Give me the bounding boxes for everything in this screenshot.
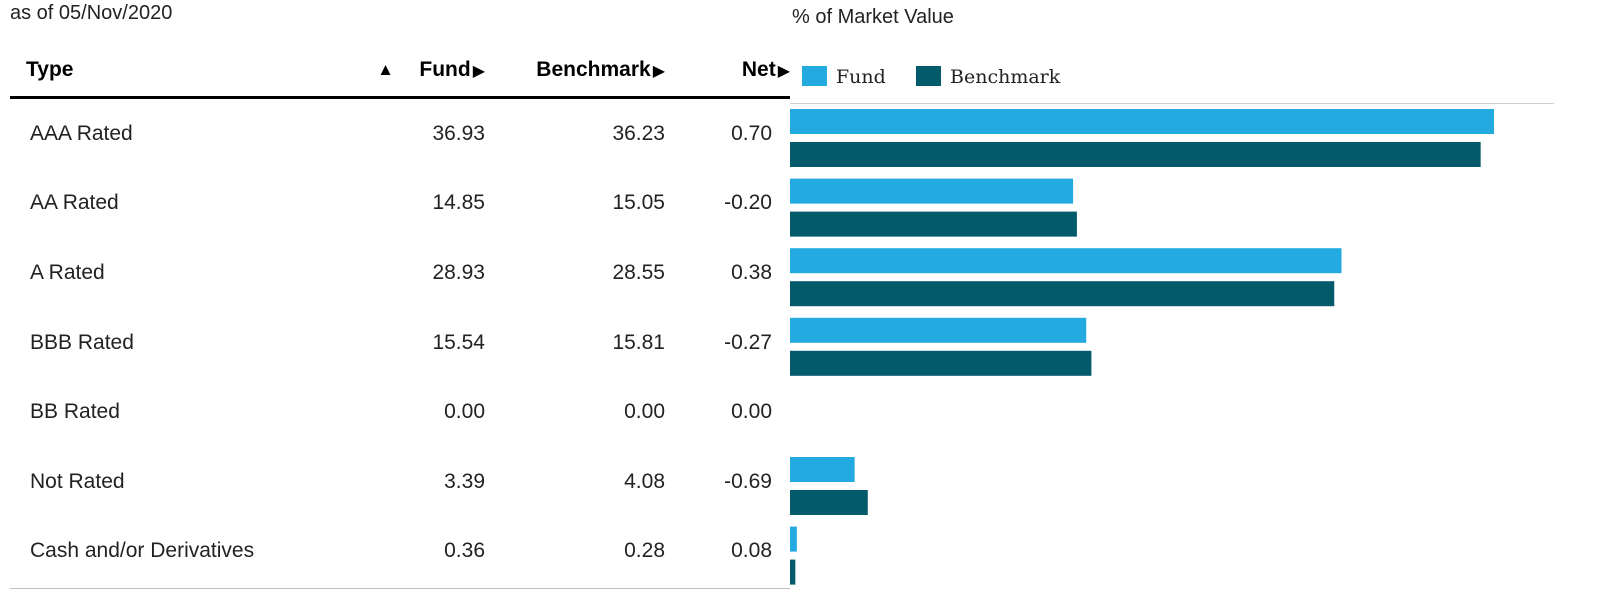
table-row: AA Rated 14.85 15.05 -0.20 (10, 169, 790, 239)
net-header-label: Net (741, 58, 776, 81)
table-row: Cash and/or Derivatives 0.36 0.28 0.08 (10, 517, 790, 587)
fund-arrow-icon: ▶ (472, 63, 485, 80)
row-type-cell: AAA Rated (30, 121, 133, 145)
type-column-header[interactable]: Type ▲ (10, 44, 400, 99)
table-header-row: Type ▲ Fund ▶ Benchmark ▶ Net ▶ (10, 44, 790, 99)
table-row: Not Rated 3.39 4.08 -0.69 (10, 447, 790, 517)
row-net-cell: -0.27 (724, 330, 772, 354)
table-row: BB Rated 0.00 0.00 0.00 (10, 377, 790, 447)
row-type-cell: AA Rated (30, 191, 119, 215)
row-fund-cell: 14.85 (432, 191, 485, 215)
net-column-header[interactable]: Net ▶ (665, 44, 790, 99)
legend-swatch-benchmark (916, 66, 941, 86)
legend-label-fund: Fund (836, 66, 886, 88)
row-benchmark-cell: 0.28 (624, 539, 665, 563)
row-fund-cell: 3.39 (444, 469, 485, 493)
table-bottom-divider (10, 588, 790, 589)
row-benchmark-cell: 4.08 (624, 469, 665, 493)
row-type-cell: Not Rated (30, 469, 125, 493)
table-row: AAA Rated 36.93 36.23 0.70 (10, 98, 790, 169)
row-benchmark-cell: 15.81 (612, 330, 665, 354)
benchmark-header-label: Benchmark (536, 58, 651, 81)
row-fund-cell: 0.00 (444, 400, 485, 424)
type-header-label: Type (26, 58, 74, 81)
fund-column-header[interactable]: Fund ▶ (400, 44, 485, 99)
bar-benchmark-aaa-rated (790, 142, 1481, 167)
chart-title: % of Market Value (792, 6, 954, 28)
row-net-cell: 0.00 (731, 400, 772, 424)
row-fund-cell: 28.93 (432, 260, 485, 284)
row-net-cell: 0.08 (731, 539, 772, 563)
bar-benchmark-aa-rated (790, 211, 1077, 237)
bar-benchmark-a-rated (790, 281, 1335, 307)
bar-fund-not-rated (790, 457, 855, 482)
row-type-cell: BB Rated (30, 400, 120, 424)
bar-benchmark-not-rated (790, 490, 868, 515)
bar-fund-aaa-rated (790, 109, 1494, 134)
legend-swatch-fund (802, 66, 827, 86)
sort-ascending-icon[interactable]: ▲ (377, 60, 394, 79)
row-type-cell: Cash and/or Derivatives (30, 539, 255, 563)
row-benchmark-cell: 15.05 (612, 191, 665, 215)
legend-label-benchmark: Benchmark (950, 66, 1061, 88)
row-net-cell: 0.38 (731, 260, 772, 284)
as-of-date: as of 05/Nov/2020 (10, 2, 173, 24)
row-fund-cell: 15.54 (432, 330, 485, 354)
row-fund-cell: 36.93 (432, 121, 485, 145)
row-net-cell: -0.69 (724, 469, 772, 493)
row-type-cell: BBB Rated (30, 330, 134, 354)
allocation-table: Type ▲ Fund ▶ Benchmark ▶ Net ▶ AAA Rated 36… (10, 44, 790, 586)
bar-fund-aa-rated (790, 178, 1074, 204)
legend-divider (790, 103, 1554, 104)
row-benchmark-cell: 28.55 (612, 260, 665, 284)
row-net-cell: 0.70 (731, 121, 772, 145)
bar-benchmark-bbb-rated (790, 350, 1092, 376)
table-row: A Rated 28.93 28.55 0.38 (10, 238, 790, 308)
bar-fund-cash-and-or-derivatives (790, 526, 797, 552)
row-type-cell: A Rated (30, 260, 105, 284)
row-benchmark-cell: 0.00 (624, 400, 665, 424)
net-arrow-icon: ▶ (777, 63, 790, 80)
fund-header-label: Fund (419, 58, 471, 81)
bar-fund-bbb-rated (790, 317, 1087, 343)
benchmark-arrow-icon: ▶ (652, 63, 665, 80)
row-benchmark-cell: 36.23 (612, 121, 665, 145)
bar-fund-a-rated (790, 248, 1342, 274)
table-row: BBB Rated 15.54 15.81 -0.27 (10, 308, 790, 378)
row-net-cell: -0.20 (724, 191, 772, 215)
row-fund-cell: 0.36 (444, 539, 485, 563)
benchmark-column-header[interactable]: Benchmark ▶ (485, 44, 665, 99)
bar-benchmark-cash-and-or-derivatives (790, 559, 796, 585)
